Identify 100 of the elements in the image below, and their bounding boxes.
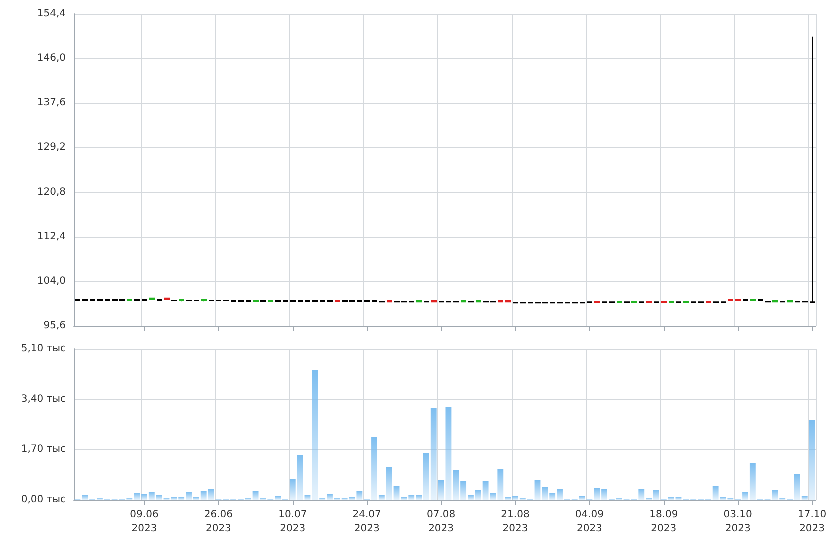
- y-tick-label: 112,4: [37, 231, 66, 242]
- bar: [453, 470, 460, 500]
- candlestick: [758, 298, 763, 302]
- bar: [386, 467, 392, 500]
- candlestick: [201, 298, 207, 302]
- candlestick: [461, 300, 466, 304]
- candlestick: [82, 298, 88, 302]
- candlestick: [631, 300, 637, 304]
- candlestick: [772, 300, 778, 304]
- bar: [134, 493, 140, 500]
- bar: [557, 489, 563, 500]
- bar: [297, 455, 304, 500]
- candlestick: [683, 300, 689, 304]
- bar: [750, 463, 756, 500]
- candlestick: [253, 300, 259, 303]
- candlestick: [431, 300, 437, 304]
- bar: [468, 495, 474, 500]
- bar: [772, 490, 778, 500]
- bar: [200, 491, 207, 500]
- candlestick: [743, 298, 748, 302]
- bar: [802, 496, 808, 500]
- candlestick: [661, 300, 667, 304]
- bar: [372, 437, 378, 500]
- candlestick: [646, 300, 652, 304]
- bar: [148, 492, 155, 500]
- y-tick-label: 104,0: [37, 276, 66, 287]
- y-tick-label: 1,70 тыс: [21, 444, 66, 456]
- candlestick: [594, 300, 600, 304]
- bar: [668, 497, 674, 500]
- bar: [602, 489, 608, 500]
- bar: [312, 370, 318, 500]
- bar: [378, 495, 385, 500]
- bar: [178, 497, 185, 500]
- y-tick-label: 95,6: [44, 320, 66, 332]
- candlestick: [97, 298, 103, 302]
- bar: [423, 453, 430, 500]
- candlestick: [787, 300, 793, 304]
- candlestick: [134, 298, 140, 302]
- x-tick-label: 26.06 2023: [204, 510, 234, 534]
- candlestick: [476, 300, 481, 304]
- y-tick-label: 5,10 тыс: [21, 344, 66, 354]
- bar: [460, 481, 467, 500]
- bar: [542, 487, 548, 500]
- candlestick: [90, 298, 95, 302]
- bar: [475, 490, 482, 500]
- y-tick-label: 0,00 тыс: [21, 494, 66, 506]
- bar: [193, 497, 200, 500]
- y-tick-label: 120,8: [37, 186, 66, 198]
- bar: [275, 496, 282, 500]
- bar: [446, 407, 452, 500]
- x-tick-label: 07.08 2023: [426, 510, 456, 534]
- bar: [356, 491, 363, 500]
- bar: [252, 491, 259, 500]
- bar: [498, 469, 504, 500]
- bar: [401, 497, 408, 500]
- bar: [534, 480, 541, 500]
- bar: [171, 497, 178, 500]
- bar: [82, 495, 88, 500]
- bar: [638, 489, 645, 500]
- bar: [327, 494, 333, 500]
- candlestick: [142, 298, 147, 302]
- bar: [794, 474, 800, 500]
- candlestick: [335, 300, 340, 303]
- bar: [290, 479, 296, 500]
- y-tick-label: 137,6: [37, 98, 66, 109]
- x-tick-label: 18.09 2023: [650, 510, 678, 534]
- candlestick: [164, 297, 170, 300]
- bar: [550, 493, 556, 500]
- bar: [416, 495, 422, 500]
- x-tick-label: 17.10 2023: [798, 510, 827, 534]
- y-tick-label: 129,2: [37, 142, 66, 154]
- bar: [579, 496, 586, 500]
- bar: [712, 486, 719, 500]
- bar: [430, 408, 437, 500]
- candlestick: [505, 300, 511, 304]
- candlestick: [416, 300, 422, 304]
- candlestick: [105, 298, 110, 302]
- candlestick: [617, 300, 622, 304]
- candlestick: [706, 300, 711, 304]
- candlestick: [498, 300, 503, 304]
- candlestick: [75, 298, 80, 302]
- candlestick: [157, 298, 162, 302]
- bar: [512, 496, 518, 500]
- y-tick-label: 154,4: [37, 8, 66, 20]
- bar: [142, 494, 148, 500]
- candlestick: [810, 36, 815, 304]
- x-tick-label: 10.07 2023: [278, 510, 308, 534]
- bar: [594, 488, 600, 500]
- x-tick-label: 04.09 2023: [575, 510, 604, 534]
- candlestick: [149, 297, 155, 300]
- bar: [186, 492, 192, 500]
- x-tick-label: 21.08 2023: [501, 510, 530, 534]
- x-tick-label: 03.10 2023: [724, 510, 752, 534]
- bar: [490, 493, 496, 500]
- candlestick: [735, 298, 741, 302]
- candlestick: [750, 298, 756, 302]
- bar: [809, 420, 816, 500]
- bar: [505, 497, 512, 500]
- candlestick: [179, 298, 184, 302]
- candlestick: [127, 298, 132, 302]
